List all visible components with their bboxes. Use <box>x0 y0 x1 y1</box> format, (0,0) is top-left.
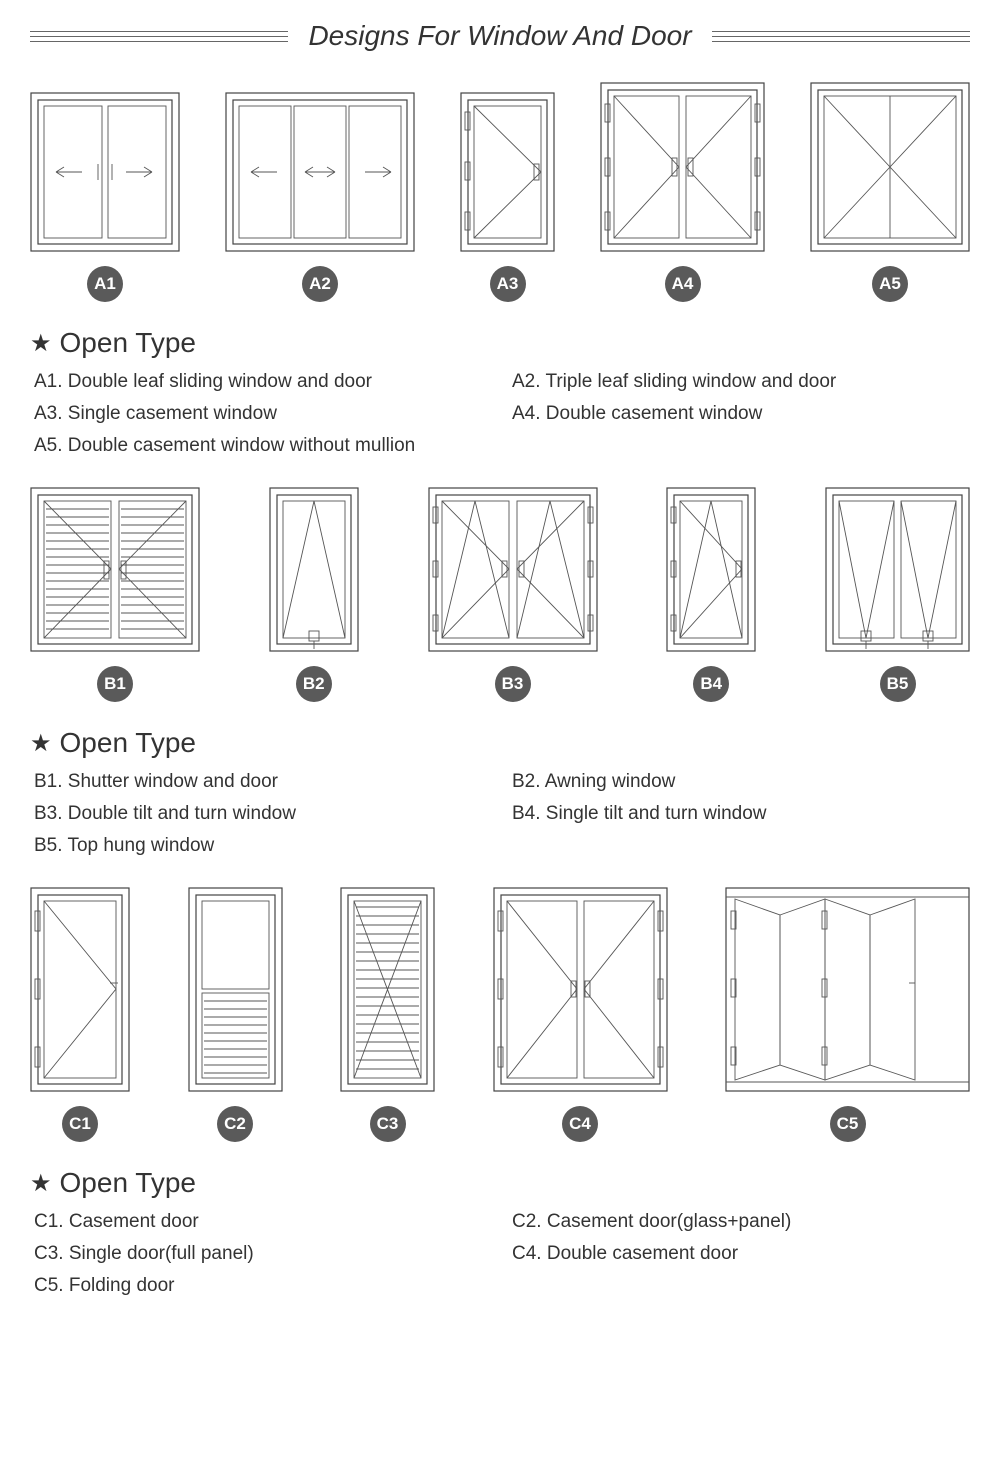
star-icon: ★ <box>30 1169 52 1198</box>
svg-a1 <box>30 92 180 252</box>
svg-b2 <box>269 487 359 652</box>
svg-b1 <box>30 487 200 652</box>
badge-b3: B3 <box>495 666 531 702</box>
badge-b2: B2 <box>296 666 332 702</box>
badge-a1: A1 <box>87 266 123 302</box>
svg-a4 <box>600 82 765 252</box>
diagram-b1: B1 <box>30 487 200 702</box>
star-icon: ★ <box>30 329 52 358</box>
diagram-c5: C5 <box>725 887 970 1142</box>
desc-c1: C1. Casement door <box>34 1211 492 1233</box>
svg-c2 <box>188 887 283 1092</box>
diagram-b2: B2 <box>269 487 359 702</box>
svg-a2 <box>225 92 415 252</box>
diagram-a4: A4 <box>600 82 765 302</box>
badge-a2: A2 <box>302 266 338 302</box>
section-a-head: ★ Open Type <box>30 327 970 359</box>
section-a-list: A1. Double leaf sliding window and door … <box>30 371 970 457</box>
diagram-a5: A5 <box>810 82 970 302</box>
svg-b4 <box>666 487 756 652</box>
svg-c3 <box>340 887 435 1092</box>
svg-b5 <box>825 487 970 652</box>
desc-b1: B1. Shutter window and door <box>34 771 492 793</box>
star-icon: ★ <box>30 729 52 758</box>
desc-a3: A3. Single casement window <box>34 403 492 425</box>
badge-b1: B1 <box>97 666 133 702</box>
desc-c4: C4. Double casement door <box>512 1243 970 1265</box>
page-title: Designs For Window And Door <box>308 20 691 52</box>
diagram-a3: A3 <box>460 92 555 302</box>
badge-a3: A3 <box>490 266 526 302</box>
desc-a2: A2. Triple leaf sliding window and door <box>512 371 970 393</box>
badge-b5: B5 <box>880 666 916 702</box>
badge-a4: A4 <box>665 266 701 302</box>
desc-b5: B5. Top hung window <box>34 835 970 857</box>
row-a-diagrams: A1 A2 <box>30 82 970 302</box>
diagram-b4: B4 <box>666 487 756 702</box>
title-row: Designs For Window And Door <box>30 20 970 52</box>
desc-b2: B2. Awning window <box>512 771 970 793</box>
desc-c5: C5. Folding door <box>34 1275 970 1297</box>
desc-b4: B4. Single tilt and turn window <box>512 803 970 825</box>
badge-b4: B4 <box>693 666 729 702</box>
badge-c1: C1 <box>62 1106 98 1142</box>
diagram-b3: B3 <box>428 487 598 702</box>
diagram-a1: A1 <box>30 92 180 302</box>
diagram-a2: A2 <box>225 92 415 302</box>
svg-c1 <box>30 887 130 1092</box>
desc-a4: A4. Double casement window <box>512 403 970 425</box>
svg-b3 <box>428 487 598 652</box>
badge-c3: C3 <box>370 1106 406 1142</box>
svg-a5 <box>810 82 970 252</box>
desc-c2: C2. Casement door(glass+panel) <box>512 1211 970 1233</box>
badge-c4: C4 <box>562 1106 598 1142</box>
row-b-diagrams: B1 B2 <box>30 487 970 702</box>
diagram-c1: C1 <box>30 887 130 1142</box>
rule-right <box>712 31 970 42</box>
diagram-c4: C4 <box>493 887 668 1142</box>
desc-c3: C3. Single door(full panel) <box>34 1243 492 1265</box>
badge-c2: C2 <box>217 1106 253 1142</box>
desc-a5: A5. Double casement window without mulli… <box>34 435 970 457</box>
section-c-title: Open Type <box>60 1167 196 1199</box>
desc-a1: A1. Double leaf sliding window and door <box>34 371 492 393</box>
section-a-title: Open Type <box>60 327 196 359</box>
section-c-head: ★ Open Type <box>30 1167 970 1199</box>
svg-c4 <box>493 887 668 1092</box>
row-c-diagrams: C1 C2 <box>30 887 970 1142</box>
section-c-list: C1. Casement door C2. Casement door(glas… <box>30 1211 970 1297</box>
svg-c5 <box>725 887 970 1092</box>
badge-c5: C5 <box>830 1106 866 1142</box>
rule-left <box>30 31 288 42</box>
section-b-title: Open Type <box>60 727 196 759</box>
diagram-c2: C2 <box>188 887 283 1142</box>
diagram-b5: B5 <box>825 487 970 702</box>
diagram-c3: C3 <box>340 887 435 1142</box>
section-b-list: B1. Shutter window and door B2. Awning w… <box>30 771 970 857</box>
badge-a5: A5 <box>872 266 908 302</box>
svg-a3 <box>460 92 555 252</box>
desc-b3: B3. Double tilt and turn window <box>34 803 492 825</box>
section-b-head: ★ Open Type <box>30 727 970 759</box>
